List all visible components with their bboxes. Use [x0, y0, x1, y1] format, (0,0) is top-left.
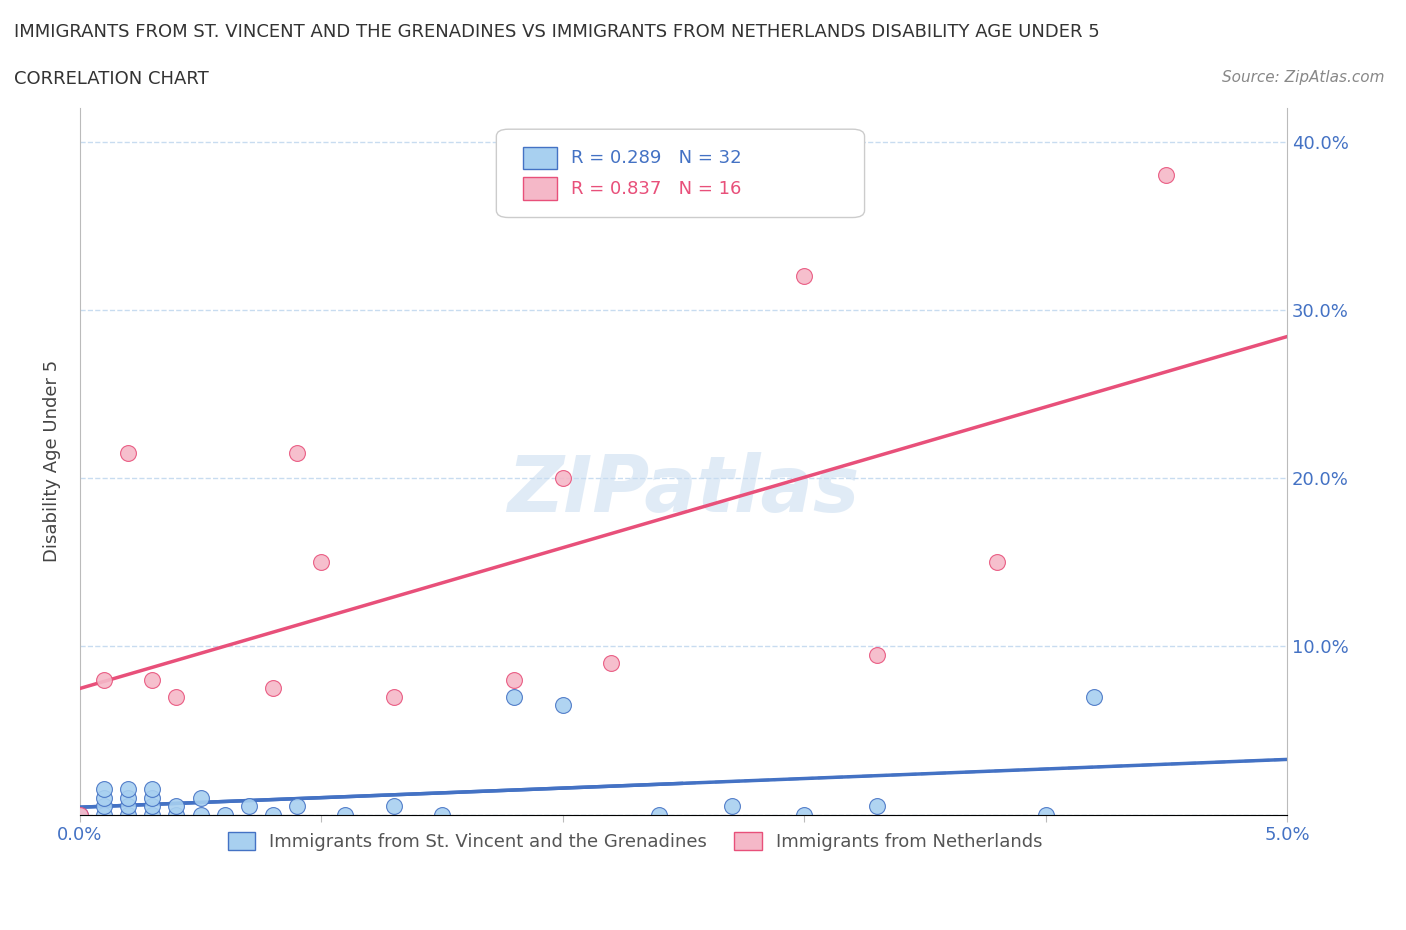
Point [1035, 807, 1057, 822]
Legend: Immigrants from St. Vincent and the Grenadines, Immigrants from Netherlands: Immigrants from St. Vincent and the Gren… [221, 825, 1050, 858]
Point [986, 555, 1008, 570]
Point [551, 698, 574, 712]
Point [117, 782, 139, 797]
Point [311, 555, 333, 570]
Point [117, 445, 139, 460]
Point [503, 672, 526, 687]
Point [93, 799, 115, 814]
Point [503, 689, 526, 704]
Point [141, 782, 163, 797]
Point [214, 807, 236, 822]
Point [793, 807, 815, 822]
Point [1083, 689, 1105, 704]
Point [865, 799, 887, 814]
Point [382, 799, 405, 814]
Point [165, 807, 187, 822]
Point [141, 807, 163, 822]
FancyBboxPatch shape [523, 178, 557, 200]
Point [648, 807, 671, 822]
Y-axis label: Disability Age Under 5: Disability Age Under 5 [44, 360, 60, 563]
FancyBboxPatch shape [496, 129, 865, 218]
Point [285, 445, 308, 460]
Point [262, 807, 284, 822]
Point [117, 799, 139, 814]
Point [238, 799, 260, 814]
Point [141, 672, 163, 687]
FancyBboxPatch shape [523, 147, 557, 169]
Text: ZIPatlas: ZIPatlas [508, 452, 859, 527]
Point [141, 790, 163, 805]
Point [93, 790, 115, 805]
Point [93, 807, 115, 822]
Point [141, 799, 163, 814]
Point [285, 799, 308, 814]
Point [551, 471, 574, 485]
Point [1156, 167, 1178, 182]
Point [117, 790, 139, 805]
Point [335, 807, 357, 822]
Point [165, 689, 187, 704]
Point [93, 672, 115, 687]
Point [382, 689, 405, 704]
Point [600, 656, 623, 671]
Point [190, 790, 212, 805]
Text: Source: ZipAtlas.com: Source: ZipAtlas.com [1222, 70, 1385, 85]
Text: CORRELATION CHART: CORRELATION CHART [14, 70, 209, 87]
Point [69, 807, 91, 822]
Point [165, 799, 187, 814]
Point [720, 799, 742, 814]
Point [69, 807, 91, 822]
Point [430, 807, 453, 822]
Point [190, 807, 212, 822]
Text: R = 0.837   N = 16: R = 0.837 N = 16 [571, 179, 741, 197]
Text: IMMIGRANTS FROM ST. VINCENT AND THE GRENADINES VS IMMIGRANTS FROM NETHERLANDS DI: IMMIGRANTS FROM ST. VINCENT AND THE GREN… [14, 23, 1099, 41]
Text: R = 0.289   N = 32: R = 0.289 N = 32 [571, 149, 742, 167]
Point [262, 681, 284, 696]
Point [93, 782, 115, 797]
Point [793, 269, 815, 284]
Point [865, 647, 887, 662]
Point [117, 807, 139, 822]
